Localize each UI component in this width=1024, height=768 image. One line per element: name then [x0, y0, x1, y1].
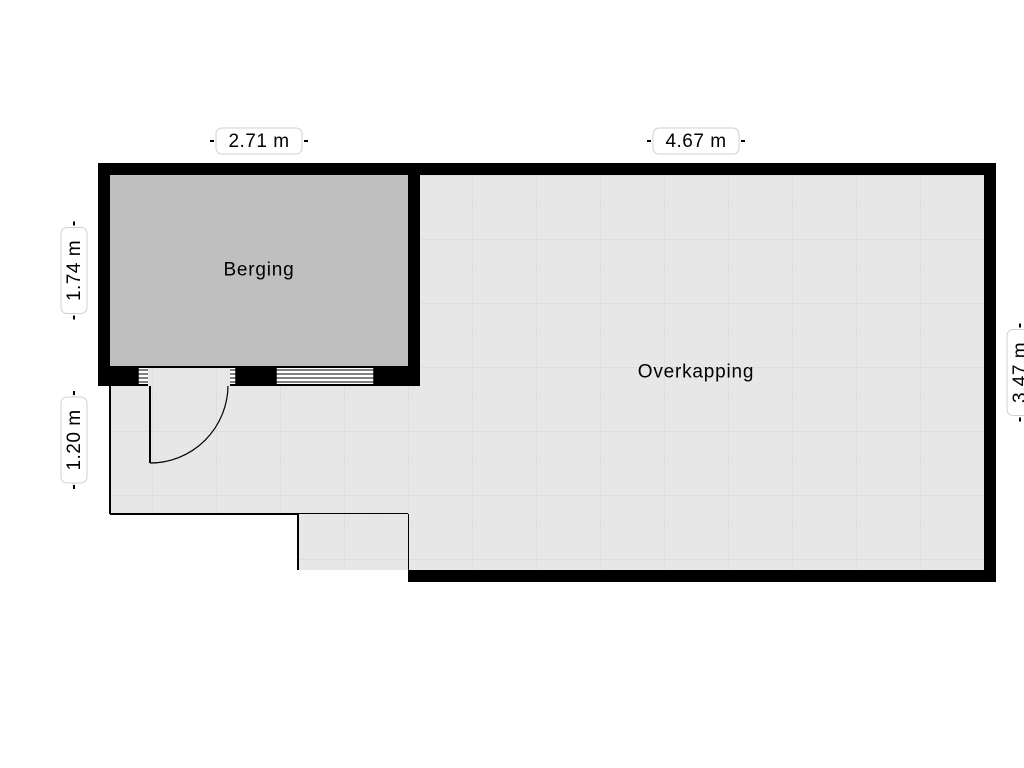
- wall: [98, 163, 110, 378]
- corridor-floor: [110, 366, 408, 514]
- wall: [98, 163, 420, 175]
- floorplan: [98, 163, 996, 582]
- berging-label: Berging: [223, 260, 294, 281]
- wall: [984, 163, 996, 582]
- dim-overkapping-top: 4.67 m: [647, 128, 745, 154]
- svg-text:4.67 m: 4.67 m: [665, 131, 726, 152]
- svg-text:2.71 m: 2.71 m: [228, 131, 289, 152]
- dim-corridor-left: 1.20 m: [61, 391, 87, 489]
- svg-text:3.47 m: 3.47 m: [1010, 342, 1024, 403]
- overkapping-label: Overkapping: [638, 362, 755, 383]
- wall: [408, 570, 996, 582]
- dim-berging-top: 2.71 m: [210, 128, 308, 154]
- svg-text:1.20 m: 1.20 m: [64, 409, 85, 470]
- dim-berging-left: 1.74 m: [61, 222, 87, 320]
- svg-text:1.74 m: 1.74 m: [64, 240, 85, 301]
- wall: [408, 163, 420, 378]
- dim-overkapping-right: 3.47 m: [1007, 324, 1024, 422]
- wall: [408, 163, 996, 175]
